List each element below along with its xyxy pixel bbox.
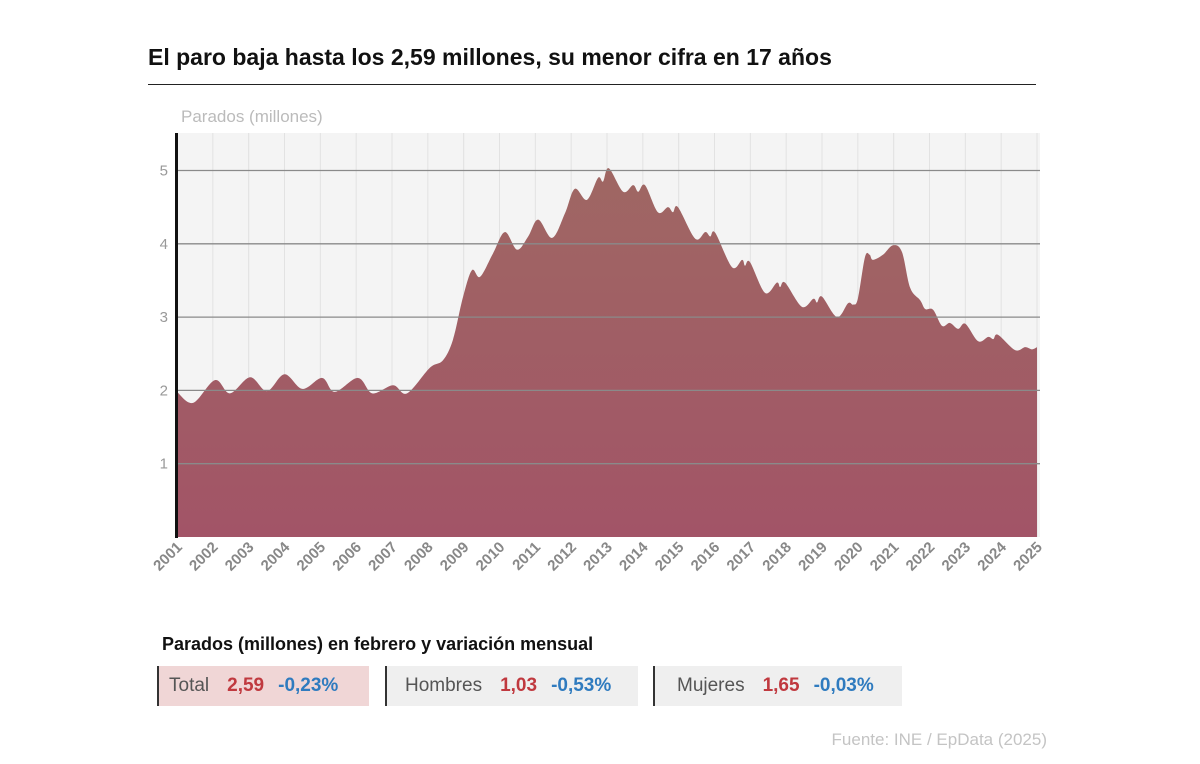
x-tick-label: 2025 [1010,539,1046,575]
x-tick-label: 2008 [401,539,437,575]
summary-total: Total 2,59 -0,23% [157,666,369,706]
summary-change: -0,23% [278,675,339,696]
title-divider [148,84,1036,85]
summary-mujeres: Mujeres 1,65 -0,03% [653,666,902,706]
summary-label: Mujeres [677,675,745,696]
x-tick-label: 2021 [867,539,903,575]
x-tick-label: 2009 [437,539,473,575]
summary-hombres: Hombres 1,03 -0,53% [385,666,638,706]
y-tick-label: 4 [160,236,168,253]
x-tick-label: 2019 [795,539,831,575]
x-tick-label: 2013 [580,539,616,575]
summary-value: 1,65 [762,675,800,696]
x-tick-label: 2001 [150,539,186,575]
x-tick-label: 2022 [903,539,939,575]
x-tick-label: 2020 [831,539,867,575]
chart-title: El paro baja hasta los 2,59 millones, su… [148,44,832,70]
y-tick-label: 2 [160,382,168,399]
x-tick-label: 2006 [329,539,365,575]
summary-change: -0,03% [813,675,874,696]
x-tick-label: 2018 [759,539,795,575]
unemployment-area [177,168,1037,537]
x-tick-label: 2024 [974,538,1010,574]
x-tick-label: 2005 [294,539,330,575]
x-tick-label: 2007 [365,539,401,575]
summary-label: Hombres [405,675,483,696]
x-tick-label: 2002 [186,539,222,575]
y-axis-label: Parados (millones) [181,107,323,126]
x-tick-label: 2010 [473,539,509,575]
x-tick-label: 2003 [222,539,258,575]
x-tick-label: 2017 [724,539,760,575]
x-tick-label: 2016 [688,539,724,575]
summary-value: 2,59 [227,675,265,696]
summary-label: Total [169,675,210,696]
y-tick-label: 3 [160,309,168,326]
summary-title: Parados (millones) en febrero y variació… [162,634,594,654]
x-tick-label: 2023 [939,539,975,575]
x-tick-label: 2015 [652,539,688,575]
x-tick-label: 2014 [616,538,652,574]
y-tick-label: 5 [160,163,168,180]
x-tick-label: 2011 [509,539,544,574]
y-tick-label: 1 [160,456,168,473]
source-note: Fuente: INE / EpData (2025) [831,730,1047,749]
summary-change: -0,53% [551,675,612,696]
summary-value: 1,03 [500,675,538,696]
x-tick-label: 2004 [258,538,294,574]
x-tick-label: 2012 [544,539,580,575]
